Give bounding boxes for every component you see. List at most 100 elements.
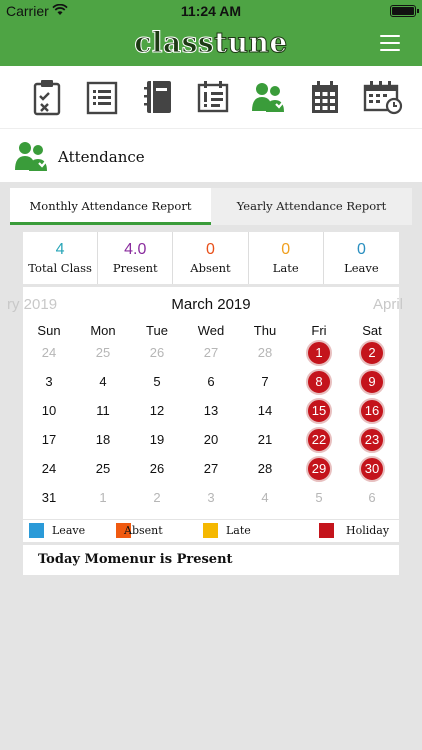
stat-value: 0 (356, 241, 366, 258)
attendance-icon (15, 142, 49, 171)
stat-total-class: 4 Total Class (23, 232, 99, 284)
weekday-header: Fri (311, 323, 327, 338)
calendar-day-holiday[interactable]: 29 (306, 456, 332, 482)
calendar-day[interactable]: 17 (41, 432, 57, 447)
calendar-day[interactable]: 20 (203, 432, 219, 447)
calendar-day-holiday[interactable]: 2 (359, 340, 385, 366)
calendar-day-holiday[interactable]: 23 (359, 427, 385, 453)
report-tabs: Monthly Attendance Report Yearly Attenda… (10, 188, 412, 225)
battery-icon (390, 5, 419, 17)
stat-value: 4 (55, 241, 65, 258)
today-status-message: Today Momenur is Present (38, 552, 233, 567)
calendar-day[interactable]: 12 (149, 403, 165, 418)
feature-icon-bar (0, 66, 422, 128)
weekday-header: Wed (197, 323, 225, 338)
stat-label: Absent (190, 261, 231, 275)
weekday-header: Thu (253, 323, 277, 338)
calendar-day[interactable]: 11 (96, 403, 110, 418)
calendar-day-holiday[interactable]: 9 (359, 369, 385, 395)
checklist-icon[interactable] (30, 78, 64, 116)
notice-board-icon[interactable] (196, 78, 230, 116)
calendar-day[interactable]: 6 (207, 374, 215, 389)
page-title: Attendance (58, 148, 145, 166)
calendar-grid-icon[interactable] (308, 78, 342, 116)
calendar-day[interactable]: 7 (261, 374, 269, 389)
stat-leave: 0 Leave (324, 232, 399, 284)
stat-late: 0 Late (249, 232, 324, 284)
tab-monthly-report[interactable]: Monthly Attendance Report (10, 188, 211, 225)
calendar-day[interactable]: 31 (41, 490, 57, 505)
calendar-day[interactable]: 21 (257, 432, 273, 447)
stat-value: 4.0 (124, 241, 147, 258)
legend-swatch-late (203, 523, 218, 538)
attendance-calendar: ry 2019 March 2019 April Sun Mon Tue Wed Thu… (7, 287, 403, 519)
weekday-header: Tue (146, 323, 168, 338)
stat-label: Total Class (28, 261, 92, 275)
app-logo: classtune (0, 26, 422, 60)
attendance-summary: 4 Total Class 4.0 Present 0 Absent 0 Lat… (23, 232, 399, 284)
calendar-day-holiday[interactable]: 22 (306, 427, 332, 453)
legend-swatch-holiday (319, 523, 334, 538)
stat-label: Present (112, 261, 158, 275)
clock: 11:24 AM (180, 3, 242, 19)
calendar-legend: Leave Absent Late Holiday (23, 520, 399, 542)
stat-value: 0 (206, 241, 215, 258)
logo-part-class: class (134, 26, 215, 60)
stat-label: Leave (344, 261, 379, 275)
routine-calendar-icon[interactable] (363, 78, 403, 116)
page-header: Attendance (0, 128, 422, 182)
hamburger-menu-icon[interactable] (380, 35, 400, 53)
calendar-day[interactable]: 26 (149, 461, 165, 476)
calendar-day-outside-month[interactable]: 27 (203, 345, 219, 360)
calendar-day-outside-month[interactable]: 3 (207, 490, 215, 505)
calendar-day-outside-month[interactable]: 2 (153, 490, 161, 505)
legend-label-absent: Absent (124, 524, 163, 537)
wifi-icon (52, 4, 68, 15)
calendar-day[interactable]: 10 (41, 403, 57, 418)
calendar-day-holiday[interactable]: 8 (306, 369, 332, 395)
next-month-label[interactable]: April (372, 296, 403, 313)
calendar-day-outside-month[interactable]: 6 (368, 490, 376, 505)
calendar-day[interactable]: 28 (257, 461, 273, 476)
weekday-header: Sun (37, 323, 61, 338)
status-bar: Carrier 11:24 AM (0, 0, 422, 22)
carrier-label: Carrier (6, 3, 49, 19)
logo-part-tune: tune (214, 26, 288, 60)
calendar-day-holiday[interactable]: 30 (359, 456, 385, 482)
calendar-day-outside-month[interactable]: 5 (315, 490, 323, 505)
stat-value: 0 (281, 241, 291, 258)
calendar-day-outside-month[interactable]: 28 (257, 345, 273, 360)
calendar-day[interactable]: 13 (203, 403, 219, 418)
calendar-day[interactable]: 25 (95, 461, 111, 476)
calendar-day-holiday[interactable]: 1 (306, 340, 332, 366)
calendar-day[interactable]: 3 (45, 374, 53, 389)
tab-yearly-report[interactable]: Yearly Attendance Report (211, 188, 412, 225)
stat-absent: 0 Absent (173, 232, 249, 284)
calendar-day[interactable]: 27 (203, 461, 219, 476)
previous-month-label[interactable]: ry 2019 (7, 296, 58, 313)
calendar-day[interactable]: 14 (257, 403, 273, 418)
calendar-day-holiday[interactable]: 15 (306, 398, 332, 424)
legend-label-holiday: Holiday (346, 524, 390, 537)
calendar-day[interactable]: 18 (95, 432, 111, 447)
calendar-day[interactable]: 4 (99, 374, 107, 389)
legend-swatch-leave (29, 523, 44, 538)
weekday-header: Mon (90, 323, 116, 338)
weekday-header: Sat (362, 323, 382, 338)
today-status-card: Today Momenur is Present (23, 545, 399, 575)
notebook-icon[interactable] (141, 78, 175, 116)
calendar-day[interactable]: 24 (41, 461, 57, 476)
calendar-day-outside-month[interactable]: 1 (99, 490, 107, 505)
calendar-day-outside-month[interactable]: 25 (95, 345, 111, 360)
calendar-day-outside-month[interactable]: 24 (41, 345, 57, 360)
calendar-day-outside-month[interactable]: 26 (149, 345, 165, 360)
calendar-day-holiday[interactable]: 16 (359, 398, 385, 424)
stat-present: 4.0 Present (98, 232, 174, 284)
list-document-icon[interactable] (85, 78, 119, 116)
stat-label: Late (272, 261, 299, 275)
calendar-day[interactable]: 5 (153, 374, 161, 389)
calendar-day[interactable]: 19 (149, 432, 165, 447)
calendar-day-outside-month[interactable]: 4 (261, 490, 269, 505)
attendance-icon[interactable] (251, 78, 287, 116)
legend-label-leave: Leave (52, 524, 86, 537)
